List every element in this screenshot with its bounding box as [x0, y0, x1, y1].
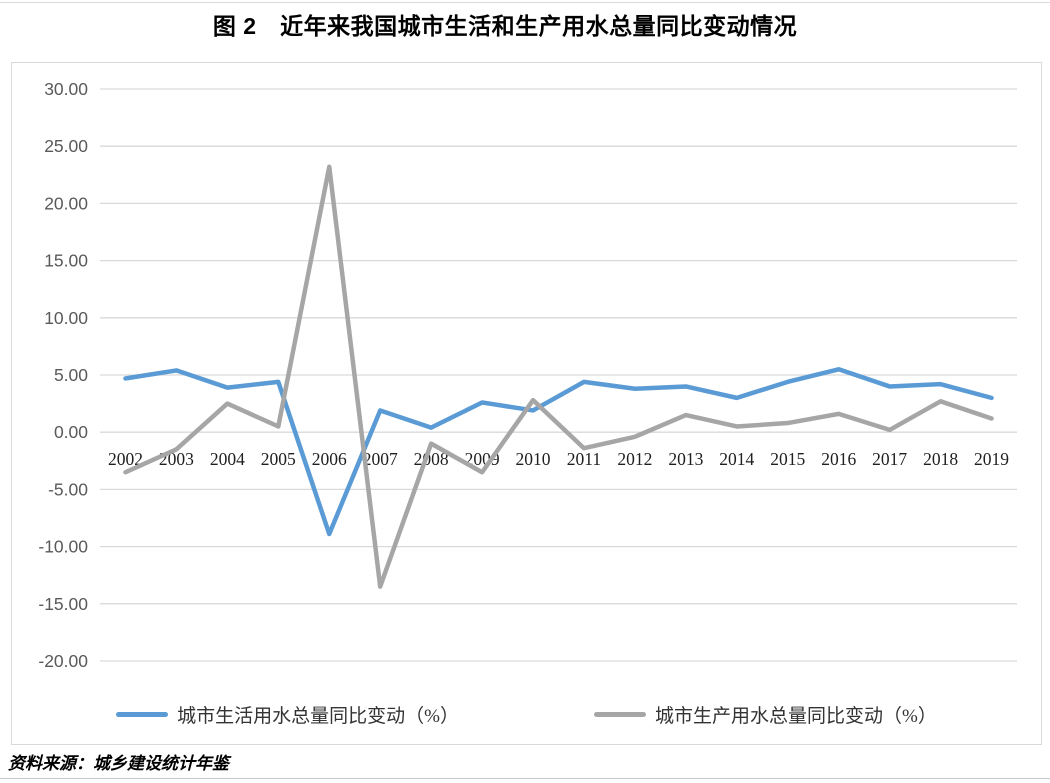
- y-tick-label: 25.00: [44, 136, 88, 156]
- legend-label-domestic-water: 城市生活用水总量同比变动（%）: [177, 705, 459, 727]
- top-divider: [0, 2, 1050, 3]
- x-tick-label-2013: 2013: [668, 449, 703, 469]
- chart-area: 30.00 25.00 20.00 15.00 10.00 5.00 0.00 -5.00 -1…: [11, 62, 1042, 745]
- production-water-line-swatch: [594, 711, 646, 717]
- x-tick-label-2011: 2011: [567, 449, 601, 469]
- y-tick-label: 0.00: [54, 422, 88, 442]
- x-tick-label-2010: 2010: [516, 449, 551, 469]
- production-water-line: [123, 164, 994, 589]
- y-tick-label: -20.00: [38, 651, 88, 671]
- y-tick-label: 15.00: [44, 251, 88, 271]
- legend-item-production-water: 城市生产用水总量同比变动（%）: [594, 701, 937, 728]
- y-tick-label: 30.00: [44, 79, 88, 99]
- domestic-water-line: [123, 367, 994, 537]
- chart-plot: 30.00 25.00 20.00 15.00 10.00 5.00 0.00 -5.00 -1…: [38, 79, 1017, 671]
- source-note: 资料来源：城乡建设统计年鉴: [8, 754, 229, 773]
- x-tick-label-2003: 2003: [159, 449, 194, 469]
- x-tick-label-2009: 2009: [465, 449, 500, 469]
- y-tick-label: 20.00: [44, 193, 88, 213]
- x-tick-label-2007: 2007: [363, 449, 398, 469]
- x-tick-label-2014: 2014: [719, 449, 754, 469]
- y-tick-label: -5.00: [48, 479, 88, 499]
- chart-legend: 城市生活用水总量同比变动（%） 城市生产用水总量同比变动（%）: [12, 699, 1041, 729]
- y-tick-label: 10.00: [44, 308, 88, 328]
- x-tick-label-2019: 2019: [974, 449, 1009, 469]
- legend-item-domestic-water: 城市生活用水总量同比变动（%）: [116, 701, 459, 728]
- domestic-water-line-swatch: [116, 711, 169, 717]
- x-tick-label-2017: 2017: [872, 449, 907, 469]
- y-tick-label: -10.00: [38, 537, 88, 557]
- x-tick-label-2005: 2005: [261, 449, 296, 469]
- x-tick-label-2012: 2012: [617, 449, 652, 469]
- x-tick-label-2016: 2016: [821, 449, 856, 469]
- x-tick-label-2018: 2018: [923, 449, 958, 469]
- y-tick-label: 5.00: [54, 365, 88, 385]
- x-tick-label-2004: 2004: [210, 449, 245, 469]
- chart-title: 图 2 近年来我国城市生活和生产用水总量同比变动情况: [212, 13, 798, 39]
- x-tick-label-2002: 2002: [108, 449, 143, 469]
- x-tick-label-2015: 2015: [770, 449, 805, 469]
- bottom-divider: [0, 778, 1050, 779]
- y-tick-label: -15.00: [38, 594, 88, 614]
- x-tick-label-2006: 2006: [312, 449, 347, 469]
- legend-label-production-water: 城市生产用水总量同比变动（%）: [655, 705, 937, 727]
